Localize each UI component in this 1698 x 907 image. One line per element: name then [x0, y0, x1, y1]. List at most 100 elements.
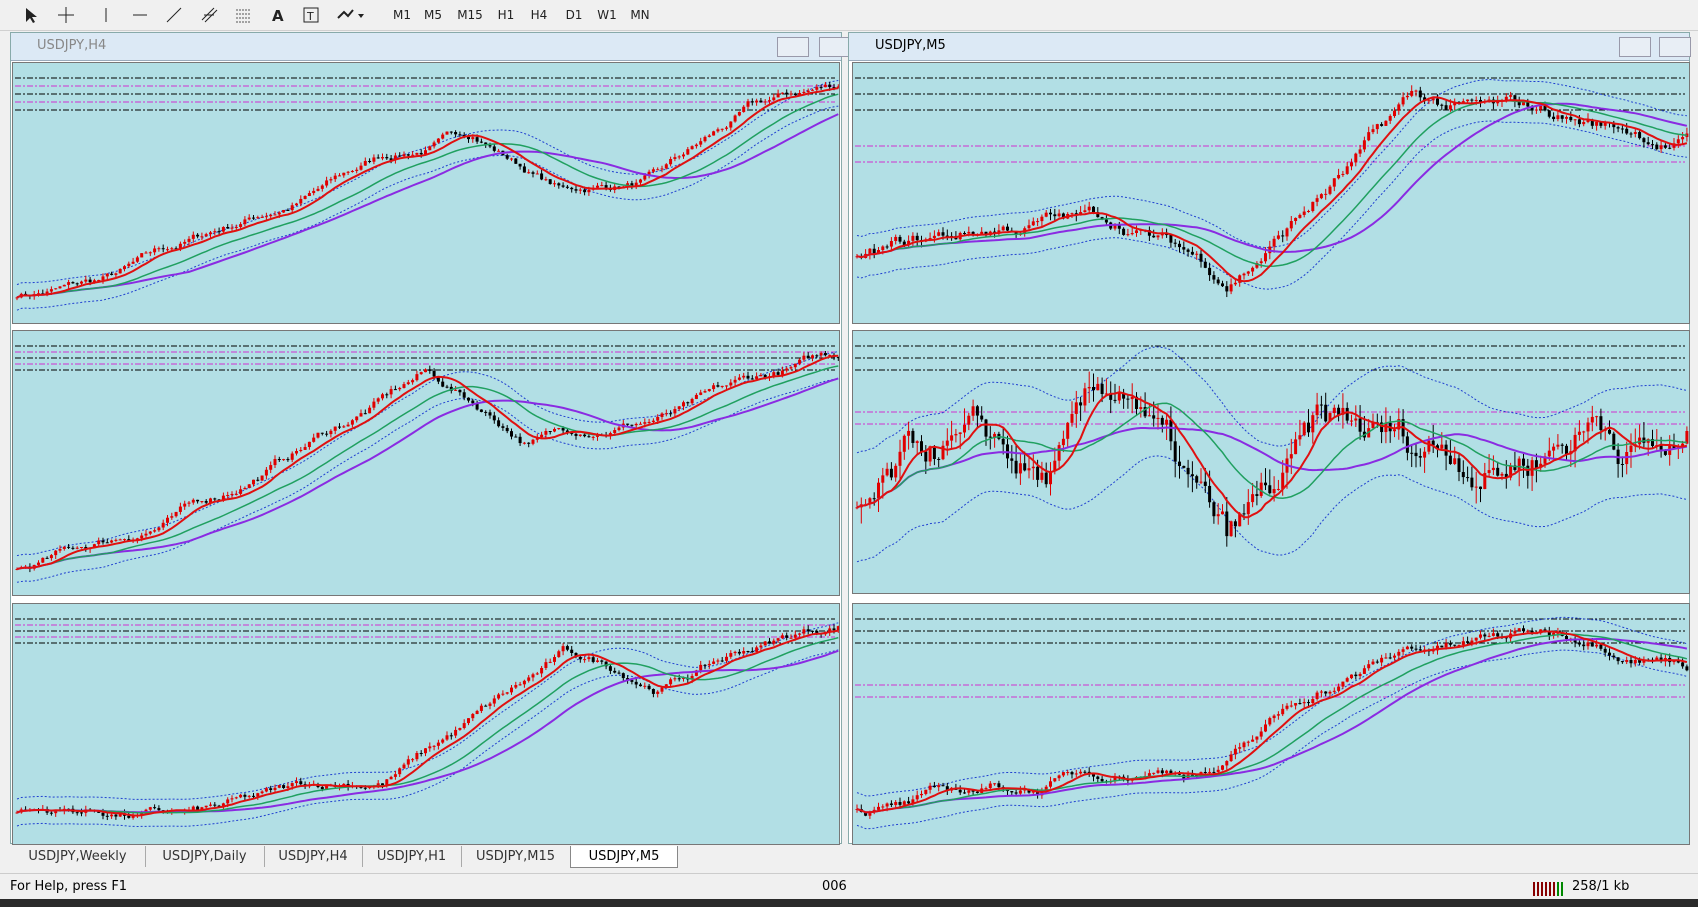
chart-tab[interactable]: USDJPY,H4: [264, 846, 363, 867]
candle-body: [467, 397, 470, 401]
candle-body: [114, 273, 118, 275]
bollinger-lower: [16, 649, 839, 828]
candle-body: [639, 423, 642, 425]
timeframe-button[interactable]: H4: [530, 8, 548, 22]
candle-body: [1074, 402, 1078, 414]
chart-tab[interactable]: USDJPY,H1: [362, 846, 462, 867]
candle-body: [449, 131, 453, 133]
candle-body: [1057, 775, 1061, 779]
chart-tab[interactable]: USDJPY,Weekly: [10, 846, 146, 867]
candle-body: [716, 129, 720, 132]
candle-body: [1440, 104, 1444, 106]
candle-body: [1104, 219, 1108, 223]
candle-body: [363, 160, 367, 166]
minimize-button[interactable]: [777, 37, 809, 57]
candle-body: [1216, 514, 1220, 517]
candle-body: [303, 447, 307, 450]
timeframe-button[interactable]: W1: [597, 8, 617, 22]
candle-body: [984, 419, 988, 437]
timeframe-button[interactable]: H1: [497, 8, 515, 22]
candle-body: [368, 160, 372, 162]
candle-body: [514, 158, 518, 164]
candle-body: [260, 791, 264, 794]
ma-slow: [856, 102, 1688, 259]
candle-body: [346, 424, 350, 427]
candle-body: [445, 386, 449, 388]
candle-body: [967, 231, 971, 234]
candle-body: [1229, 754, 1233, 762]
candle-body: [993, 783, 997, 785]
candle-body: [1629, 445, 1633, 453]
ma-fast: [16, 354, 839, 570]
candle-body: [776, 372, 780, 375]
candle-body: [342, 783, 346, 786]
candle-body: [45, 557, 49, 559]
candle-body: [1530, 106, 1534, 111]
candle-body: [785, 92, 789, 95]
chart-tab[interactable]: USDJPY,M5: [570, 846, 678, 868]
candle-body: [669, 413, 673, 415]
candle-body: [1427, 100, 1431, 102]
candle-body: [213, 804, 217, 806]
candle-body: [1083, 210, 1087, 213]
hline-tool[interactable]: [131, 6, 149, 24]
candle-body: [815, 87, 819, 90]
bollinger-lower: [856, 455, 1687, 563]
candle-body: [325, 785, 329, 790]
channel-tool[interactable]: [200, 6, 218, 24]
restore-button[interactable]: [1659, 37, 1691, 57]
candle-body: [475, 137, 479, 142]
candle-body: [1651, 144, 1654, 146]
candle-body: [1049, 212, 1052, 215]
candle-body: [1100, 383, 1104, 394]
candle-body: [200, 501, 204, 503]
timeframe-button[interactable]: M15: [457, 8, 483, 22]
arrow-tool[interactable]: [22, 6, 40, 24]
restore-button[interactable]: [819, 37, 851, 57]
candle-body: [1281, 708, 1285, 715]
candle-body: [492, 698, 496, 704]
chart-tab[interactable]: USDJPY,M15: [461, 846, 571, 867]
candle-body: [1264, 253, 1267, 262]
text-tool[interactable]: A: [268, 6, 286, 24]
shapes-tool[interactable]: [336, 6, 366, 24]
candle-body: [484, 411, 488, 413]
candle-body: [419, 752, 423, 754]
candle-body: [1276, 714, 1280, 716]
vline-tool[interactable]: [97, 6, 115, 24]
candle-body: [1397, 651, 1401, 656]
timeframe-button[interactable]: M1: [393, 8, 411, 22]
fibo-tool[interactable]: [234, 6, 252, 24]
minimize-button[interactable]: [1619, 37, 1651, 57]
candle-body: [1526, 630, 1530, 632]
ma-mid: [856, 402, 1687, 509]
timeframe-button[interactable]: D1: [565, 8, 583, 22]
chart-tab[interactable]: USDJPY,Daily: [145, 846, 265, 867]
candle-body: [759, 100, 763, 103]
candle-body: [1264, 724, 1267, 732]
candle-body: [1332, 690, 1336, 692]
candle-body: [1586, 642, 1590, 647]
candle-body: [634, 681, 638, 685]
candle-body: [424, 748, 427, 754]
candle-body: [1582, 644, 1586, 647]
candle-body: [1328, 413, 1332, 422]
candle-body: [793, 93, 797, 96]
candle-body: [1057, 445, 1061, 461]
candle-body: [307, 441, 311, 448]
candle-body: [269, 465, 273, 470]
label-tool[interactable]: T: [302, 6, 320, 24]
timeframe-button[interactable]: M5: [424, 8, 442, 22]
timeframe-button[interactable]: MN: [630, 8, 650, 22]
candle-body: [320, 787, 324, 790]
candle-body: [1582, 122, 1586, 125]
candle-body: [273, 787, 277, 790]
candle-body: [131, 261, 135, 264]
trendline-tool[interactable]: [165, 6, 183, 24]
crosshair-tool[interactable]: [57, 6, 75, 24]
candle-body: [1401, 649, 1405, 652]
candle-body: [1152, 772, 1156, 774]
candle-body: [971, 231, 975, 236]
candle-body: [312, 190, 316, 194]
candle-body: [342, 172, 346, 176]
